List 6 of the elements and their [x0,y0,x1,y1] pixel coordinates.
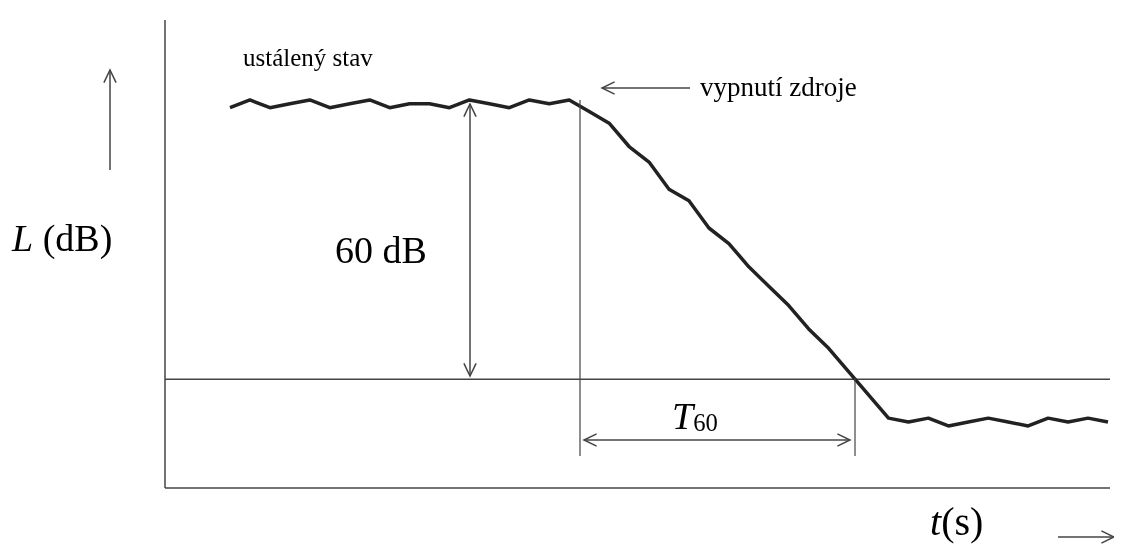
annotation: vypnutí zdroje [700,72,857,103]
text: ustálený stav [243,44,373,72]
x-axis-title: t(s) [930,499,984,544]
y-axis-title: L (dB) [12,217,113,259]
annotation: 60 dB [335,228,427,272]
annotation: T$_{60}$ [672,394,718,438]
